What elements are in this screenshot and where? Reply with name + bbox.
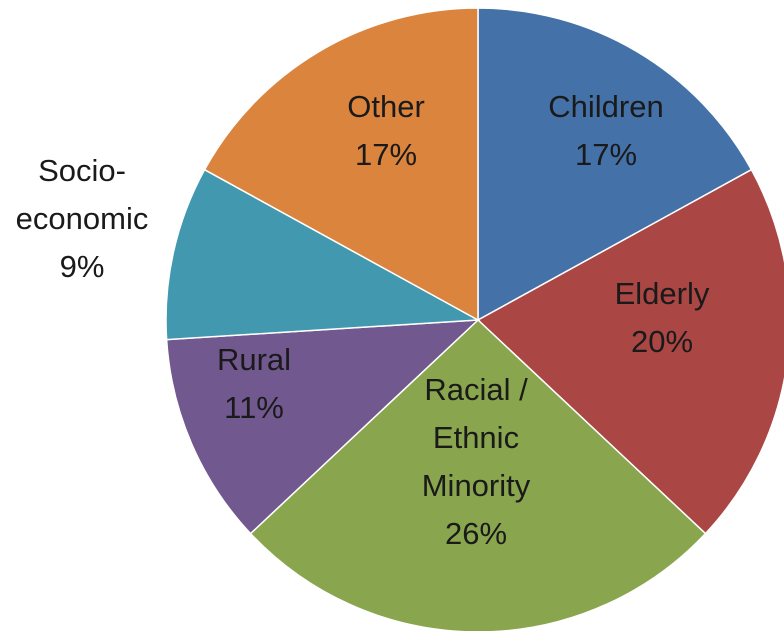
slice-name-label: economic [16,201,149,236]
slice-label-other: Other 17% [347,89,425,172]
slice-value-label: 17% [355,137,417,172]
slice-label-rural: Rural 11% [217,342,291,425]
slice-value-label: 20% [631,324,693,359]
pie-slice-elderly [476,168,784,535]
slice-name-label: Rural [217,342,291,377]
slice-value-label: 26% [445,516,507,551]
slice-name-label: Racial / [424,372,528,407]
slice-label-racial-ethnic-minority: Racial / Ethnic Minority 26% [422,372,531,551]
slice-name-label: Other [347,89,425,124]
slice-name-label: Minority [422,468,531,503]
slice-value-label: 17% [575,137,637,172]
slice-name-label: Socio- [38,153,126,188]
slice-label-children: Children 17% [548,89,663,172]
slice-value-label: 9% [60,249,105,284]
slice-name-label: Elderly [615,276,710,311]
pie-slice-children [477,7,753,322]
slice-label-socio-economic: Socio-economic 9% [16,153,149,284]
pie-slice-other [203,7,479,322]
slice-name-label: Children [548,89,663,124]
pie-slice-rural [165,319,481,535]
pie-slice-socio-economic [165,168,481,341]
slice-label-elderly: Elderly 20% [615,276,710,359]
pie-slices [165,7,784,631]
pie-labels: Children 17% Elderly 20% Racial / Ethnic Minor… [16,89,710,551]
slice-value-label: 11% [224,390,284,425]
pie-slice-racial-ethnic-minority [249,318,707,631]
slice-name-label: Ethnic [433,420,519,455]
